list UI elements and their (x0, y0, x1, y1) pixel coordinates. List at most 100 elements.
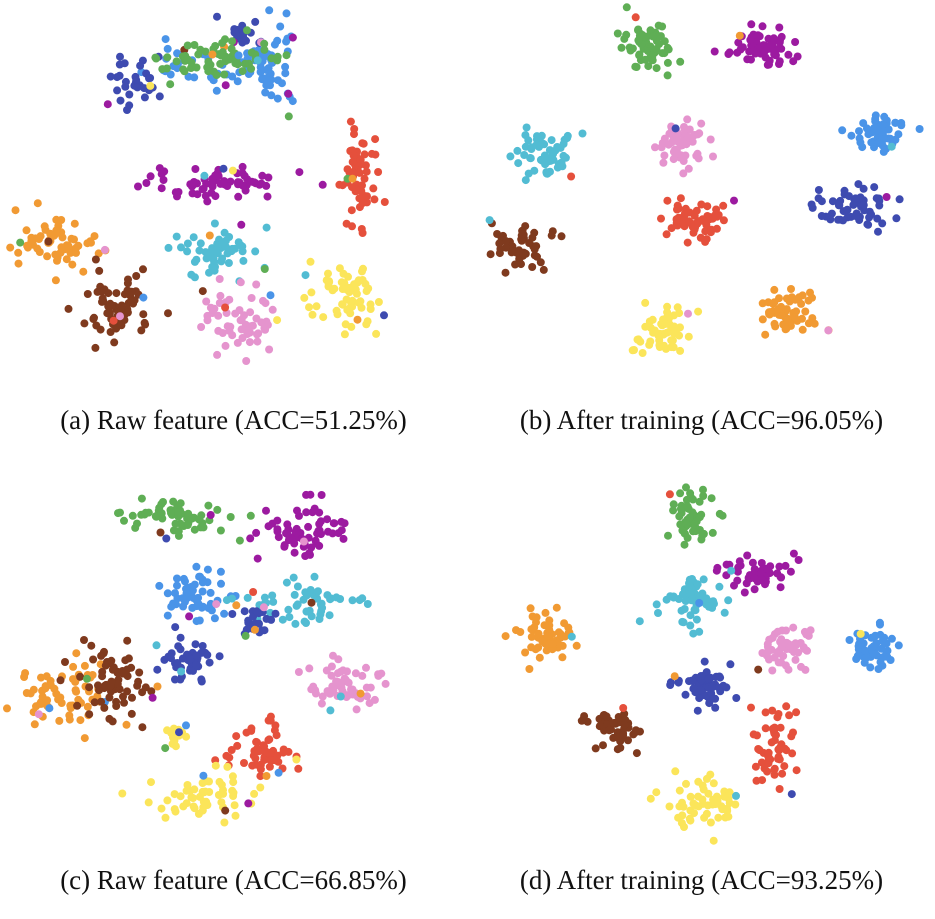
point-yellow (324, 269, 332, 278)
point-skyblue (259, 52, 268, 61)
point-indigo (834, 201, 843, 210)
point-yellow (673, 303, 682, 312)
point-brown (83, 290, 92, 298)
point-pink (659, 158, 668, 167)
point-orange (798, 325, 807, 334)
point-purple (171, 188, 180, 197)
point-green (669, 500, 678, 509)
point-indigo (121, 82, 130, 91)
point-yellow (700, 813, 709, 822)
point-green (220, 70, 229, 79)
point-red (785, 711, 794, 720)
point-yellow (691, 801, 700, 810)
point-brown (133, 681, 142, 690)
point-skyblue (139, 293, 148, 302)
point-red (761, 724, 770, 733)
point-cyan (709, 597, 718, 606)
point-red (663, 196, 672, 205)
point-pink (327, 671, 336, 680)
point-orange (560, 619, 569, 628)
point-green (699, 485, 707, 494)
point-purple (238, 181, 247, 190)
scatter-plot-d (501, 483, 903, 845)
point-cyan (200, 171, 209, 180)
point-purple (306, 490, 315, 499)
point-pink (334, 655, 343, 664)
point-cyan (542, 169, 551, 178)
point-indigo (240, 607, 249, 616)
point-orange (94, 249, 103, 258)
point-cyan (678, 590, 687, 599)
point-yellow (641, 298, 650, 307)
point-pink (215, 299, 224, 307)
point-skyblue (838, 126, 847, 135)
point-purple (710, 47, 719, 56)
point-pink (789, 623, 798, 632)
point-purple (317, 491, 326, 499)
point-purple (103, 100, 112, 109)
point-skyblue (173, 64, 182, 73)
point-cyan (299, 595, 308, 604)
point-pink (706, 135, 715, 144)
point-yellow (709, 779, 718, 788)
point-cyan (236, 241, 245, 250)
point-purple (747, 55, 755, 64)
point-cyan (654, 609, 662, 617)
point-brown (90, 313, 98, 322)
point-red (792, 708, 801, 717)
point-cyan (355, 596, 364, 605)
point-skyblue (880, 652, 889, 661)
point-purple (750, 585, 759, 594)
point-purple (334, 529, 343, 538)
point-orange (79, 267, 88, 276)
point-yellow (346, 303, 355, 312)
point-skyblue (282, 9, 291, 18)
point-orange (122, 720, 131, 729)
point-orange (798, 291, 807, 300)
point-yellow (202, 797, 211, 806)
point-purple (733, 576, 742, 585)
point-cyan (533, 132, 541, 141)
point-red (266, 712, 275, 721)
point-brown (591, 744, 600, 753)
point-yellow (190, 785, 199, 794)
point-orange (808, 314, 817, 323)
caption-d: (d) After training (ACC=93.25%) (519, 865, 884, 895)
point-cyan (152, 641, 161, 650)
point-yellow (344, 283, 353, 292)
point-orange (670, 672, 679, 681)
point-green (204, 57, 213, 66)
point-indigo (136, 61, 145, 70)
point-red (348, 222, 356, 231)
point-indigo (715, 683, 723, 692)
point-brown (613, 745, 622, 754)
point-purple (722, 560, 731, 569)
point-red (792, 766, 801, 775)
point-indigo (696, 686, 705, 695)
point-orange (83, 239, 92, 248)
point-yellow (677, 819, 686, 828)
point-purple (273, 516, 282, 525)
point-purple (775, 562, 784, 571)
point-yellow (189, 794, 198, 803)
point-orange (521, 648, 530, 657)
point-cyan (522, 123, 531, 132)
caption-a: (a) Raw feature (ACC=51.25%) (60, 405, 407, 435)
point-purple (284, 89, 293, 98)
point-purple (756, 569, 765, 578)
point-brown (547, 231, 556, 240)
point-yellow (183, 781, 192, 789)
point-brown (91, 343, 100, 352)
point-purple (775, 23, 784, 32)
point-green (708, 528, 717, 537)
point-cyan (652, 600, 661, 609)
point-yellow (228, 772, 237, 781)
point-pink (116, 312, 124, 321)
point-purple (316, 517, 325, 526)
point-indigo (704, 674, 713, 683)
point-orange (27, 237, 36, 246)
point-yellow (665, 802, 674, 811)
point-pink (657, 143, 666, 152)
point-pink (797, 662, 805, 671)
point-indigo (863, 220, 872, 229)
